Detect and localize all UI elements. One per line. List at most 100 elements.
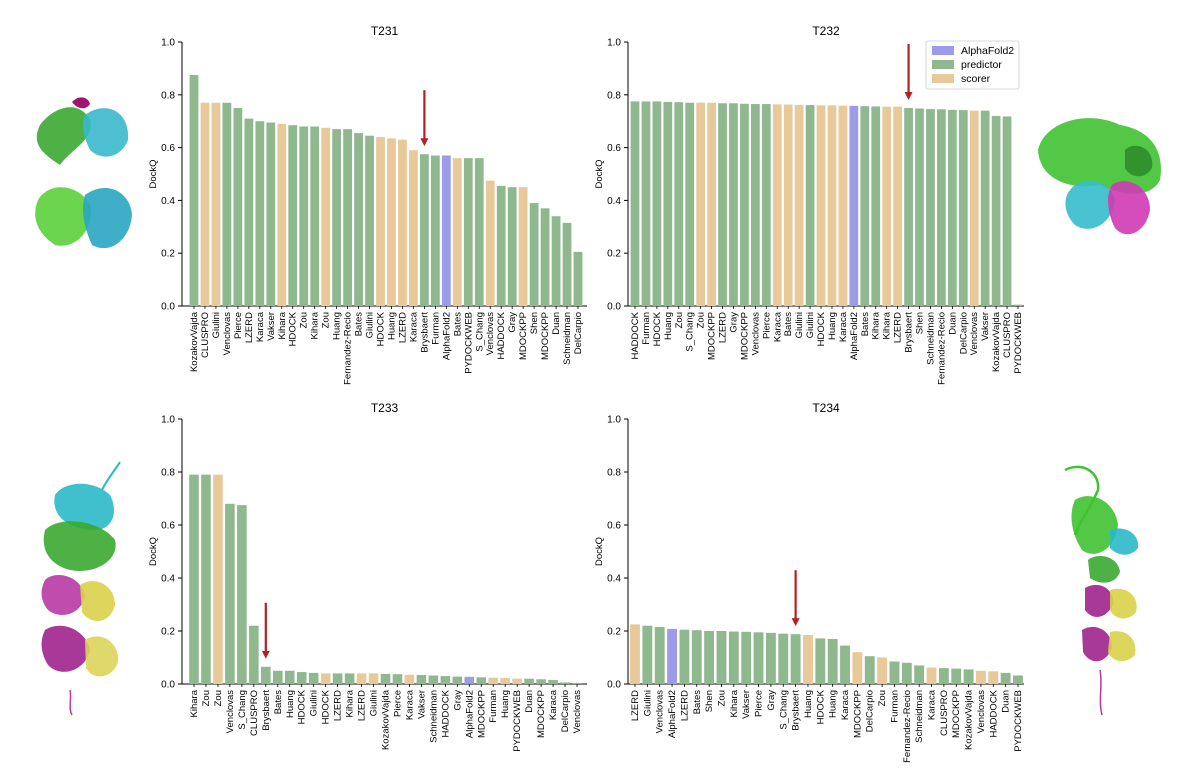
bar [485, 180, 495, 306]
x-tick-label: LZERD [630, 690, 641, 721]
x-tick-label: Huang [828, 690, 839, 718]
x-tick-label: MDOCKPP [540, 312, 551, 360]
bar [463, 158, 473, 306]
x-tick-label: Fernandez-Recio [902, 690, 913, 763]
y-tick-label: 1.0 [161, 38, 175, 49]
x-tick-label: Bates [452, 312, 463, 337]
x-tick-label: Pierce [233, 312, 244, 339]
x-tick-label: PYDOCKWEB [1013, 690, 1024, 752]
x-tick-label: CLUSPRO [200, 312, 211, 358]
bar [551, 216, 561, 306]
x-tick-label: Brysbaert [791, 690, 802, 731]
x-tick-label: CLUSPRO [1002, 312, 1013, 358]
x-tick-label: Huang [663, 312, 674, 340]
x-tick-label: Schneidman [428, 690, 439, 743]
bar [512, 678, 522, 684]
bar [685, 102, 695, 306]
y-tick-label: 0.4 [607, 574, 621, 585]
bar [728, 631, 739, 684]
y-tick-label: 0.8 [607, 90, 621, 101]
bar [827, 105, 837, 306]
legend-swatch-predictor [932, 60, 954, 69]
bar [926, 667, 937, 684]
x-tick-label: KozakovVajda [189, 311, 200, 372]
x-tick-label: Giulini [794, 312, 805, 338]
bar [237, 505, 247, 684]
bar [815, 638, 826, 684]
x-tick-label: Huang [285, 690, 296, 718]
x-tick-label: S_Chang [685, 312, 696, 352]
x-tick-label: Zou [716, 690, 727, 706]
bar [222, 102, 232, 306]
bar [926, 109, 935, 306]
bar [464, 676, 475, 684]
y-tick-label: 0.2 [607, 627, 621, 638]
bar [524, 678, 534, 684]
panel-title: T231 [371, 24, 399, 38]
x-tick-label: Giulini [642, 690, 653, 716]
x-tick-label: HDOCK [815, 689, 826, 724]
x-tick-label: AlphaFold2 [849, 312, 860, 360]
bar [827, 638, 838, 684]
x-tick-label: Huang [332, 312, 343, 340]
x-tick-label: AlphaFold2 [667, 690, 678, 738]
x-tick-label: Shen [704, 690, 715, 712]
x-tick-label: Venclovas [976, 690, 987, 734]
x-tick-label: Karaca [404, 689, 415, 720]
y-tick-label: 1.0 [607, 38, 621, 49]
x-tick-label: Giulini [211, 312, 222, 338]
bar [476, 677, 487, 684]
x-tick-label: Zou [299, 312, 310, 328]
legend-label-alphafold2: AlphaFold2 [961, 45, 1014, 57]
bar [840, 645, 850, 684]
bar [750, 104, 760, 306]
x-tick-label: Huang [500, 690, 511, 718]
x-tick-label: Venclovas [750, 312, 761, 356]
panel-title: T232 [812, 24, 840, 38]
x-tick-label: Furman [889, 690, 900, 723]
x-tick-label: Vakser [980, 312, 991, 341]
protein-structure-illustration-t233 [41, 461, 121, 716]
bar [741, 631, 752, 684]
bar [320, 673, 331, 684]
x-tick-label: Pierce [754, 690, 765, 717]
x-tick-label: Brysbaert [261, 690, 272, 731]
y-tick-label: 0.0 [161, 680, 175, 691]
bar [299, 126, 309, 306]
bar [284, 670, 295, 684]
x-tick-label: DelCarpio [865, 690, 876, 732]
x-tick-label: CLUSPRO [939, 690, 950, 736]
x-tick-label: Kihara [277, 311, 288, 339]
bar [296, 672, 307, 684]
x-tick-label: Duan [551, 312, 562, 335]
legend-swatch-alphafold2 [932, 46, 954, 55]
y-tick-label: 0.8 [161, 90, 175, 101]
bar [838, 105, 848, 307]
bar [189, 474, 199, 684]
x-tick-label: Karaca [548, 689, 559, 720]
x-tick-label: Duan [1001, 690, 1012, 713]
x-tick-label: Fernandez-Recio [936, 312, 947, 385]
bar [261, 666, 271, 684]
x-tick-label: Kihara [882, 311, 893, 339]
bar [871, 106, 881, 306]
bar [321, 127, 331, 306]
bar [652, 101, 662, 307]
bar [496, 185, 506, 306]
x-tick-label: Shen [529, 312, 540, 334]
bar [803, 634, 813, 684]
x-tick-label: HADDOCK [988, 689, 999, 737]
x-tick-label: LZERD [893, 312, 904, 343]
bar [200, 102, 210, 306]
bar [969, 110, 979, 306]
bar [951, 668, 962, 684]
bar [507, 187, 517, 306]
bar [266, 122, 276, 307]
bar [938, 668, 949, 684]
x-tick-label: Zou [201, 690, 212, 706]
bar [213, 474, 223, 684]
bar [772, 104, 782, 306]
x-tick-label: Venclovas [969, 312, 980, 356]
bar [354, 133, 363, 306]
x-tick-label: Kihara [345, 689, 356, 717]
